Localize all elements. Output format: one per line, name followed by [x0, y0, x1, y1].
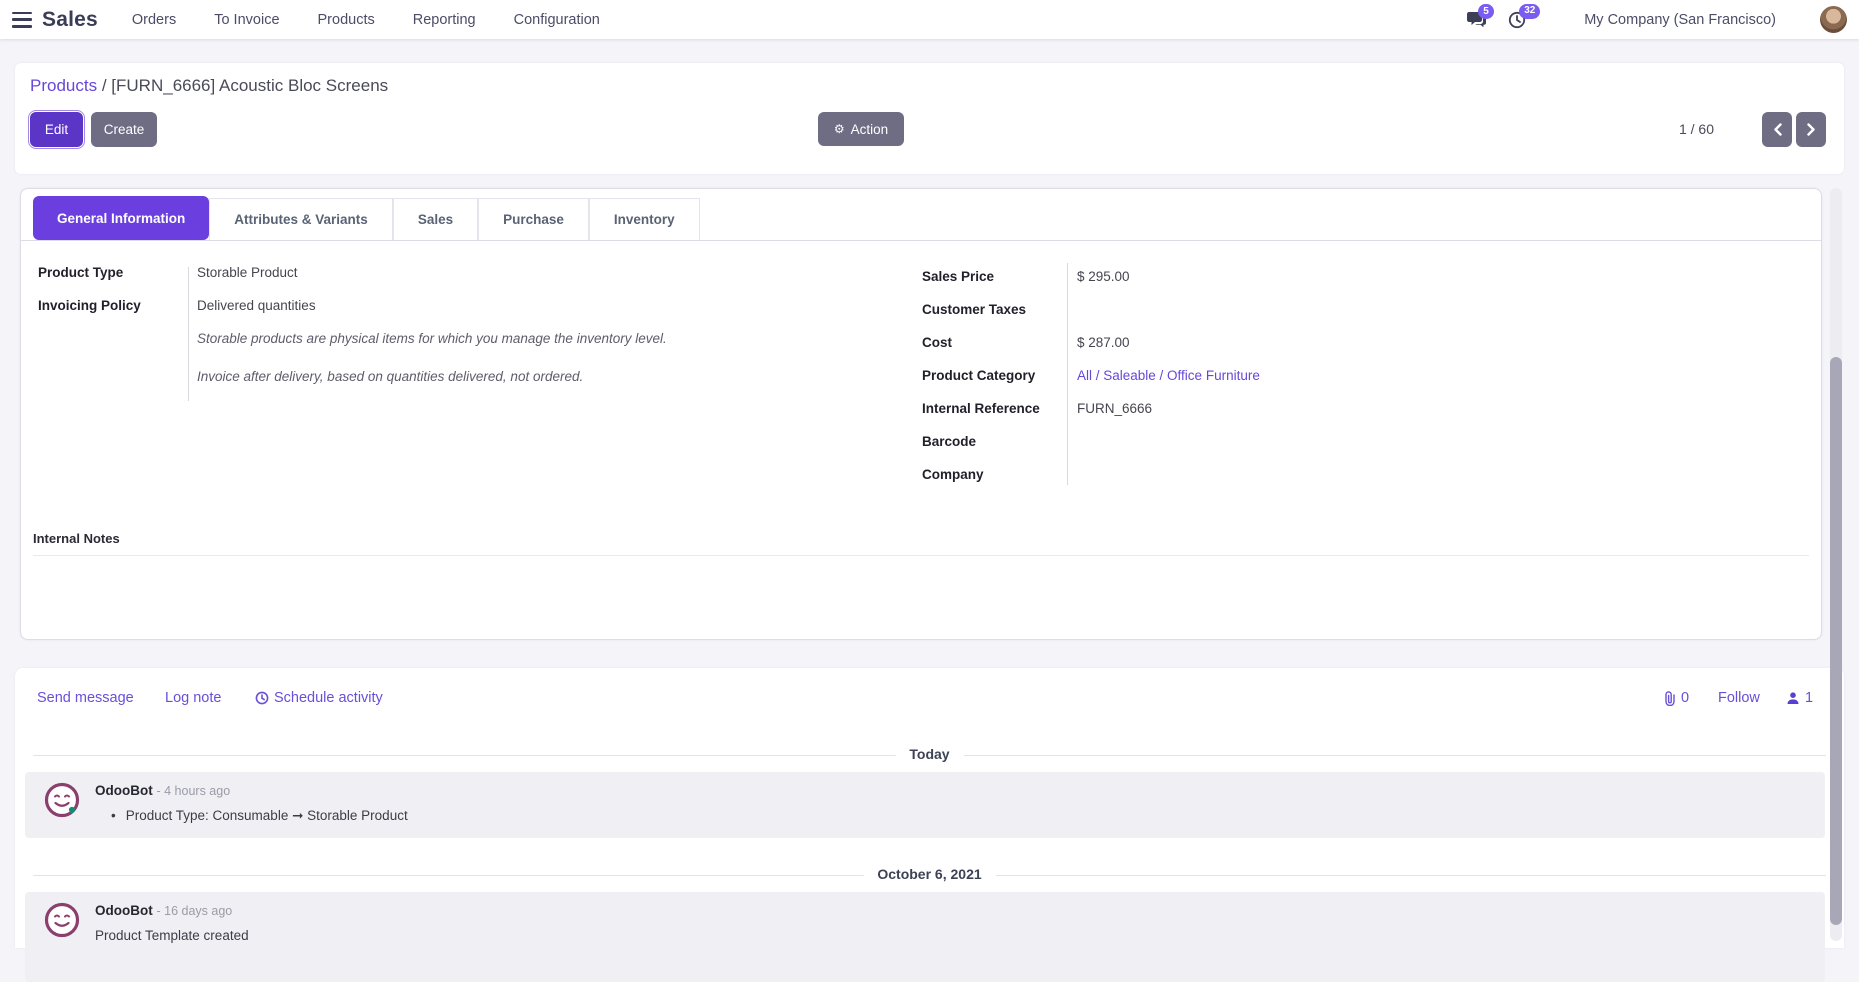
tab-inventory[interactable]: Inventory	[588, 198, 700, 240]
messages-badge: 5	[1478, 4, 1494, 19]
invoicing-policy-help-note: Invoice after delivery, based on quantit…	[197, 369, 584, 384]
action-button[interactable]: ⚙ Action	[818, 112, 904, 146]
menu-configuration[interactable]: Configuration	[513, 11, 600, 28]
tab-attributes-variants[interactable]: Attributes & Variants	[209, 198, 393, 240]
main-menu: Orders To Invoice Products Reporting Con…	[132, 12, 600, 28]
menu-orders[interactable]: Orders	[131, 11, 177, 28]
paperclip-icon	[1665, 690, 1675, 706]
message-row[interactable]: OdooBot - 16 days ago Product Template c…	[25, 892, 1825, 982]
field-value-internal-reference: FURN_6666	[1077, 401, 1153, 416]
field-label-barcode: Barcode	[922, 434, 977, 449]
field-label-internal-reference: Internal Reference	[922, 401, 1040, 416]
vertical-scrollbar-thumb[interactable]	[1830, 357, 1842, 925]
messages-icon[interactable]: 5	[1467, 4, 1494, 28]
odoobot-avatar	[43, 781, 81, 819]
clock-icon	[255, 691, 269, 705]
field-label-invoicing-policy: Invoicing Policy	[38, 298, 141, 313]
company-switcher[interactable]: My Company (San Francisco)	[1584, 11, 1776, 28]
chevron-right-icon	[1806, 123, 1815, 136]
user-avatar[interactable]	[1820, 6, 1847, 33]
message-timestamp: - 16 days ago	[156, 904, 233, 918]
log-note-button[interactable]: Log note	[165, 690, 222, 706]
person-icon	[1787, 692, 1799, 704]
tab-sales[interactable]: Sales	[392, 198, 479, 240]
menu-to-invoice[interactable]: To Invoice	[214, 11, 280, 28]
activities-clock-icon[interactable]: 32	[1508, 3, 1541, 29]
pager-previous-button[interactable]	[1762, 112, 1792, 147]
breadcrumb: Products / [FURN_6666] Acoustic Bloc Scr…	[30, 76, 388, 96]
breadcrumb-products-link[interactable]: Products	[30, 76, 98, 95]
menu-reporting[interactable]: Reporting	[412, 11, 476, 28]
left-column-separator	[188, 267, 189, 401]
tab-general-information[interactable]: General Information	[33, 196, 210, 240]
chatter-panel: Send message Log note Schedule activity …	[15, 668, 1844, 982]
field-label-cost: Cost	[922, 335, 952, 350]
attachments-button[interactable]: 0	[1663, 690, 1689, 706]
control-panel: Products / [FURN_6666] Acoustic Bloc Scr…	[15, 63, 1844, 174]
odoobot-avatar	[43, 901, 81, 939]
message-body: Product Template created	[95, 928, 249, 943]
field-label-company: Company	[922, 467, 984, 482]
product-form-sheet: General Information Attributes & Variant…	[20, 188, 1822, 640]
field-label-product-category: Product Category	[922, 368, 1036, 383]
edit-button[interactable]: Edit	[28, 110, 85, 149]
send-message-button[interactable]: Send message	[37, 690, 134, 706]
message-row[interactable]: OdooBot - 4 hours ago Product Type: Cons…	[25, 772, 1825, 838]
field-label-sales-price: Sales Price	[922, 269, 995, 284]
message-body: Product Type: Consumable ➞ Storable Prod…	[111, 808, 408, 824]
right-column-separator	[1067, 263, 1068, 485]
gear-icon: ⚙	[833, 122, 845, 136]
product-type-help-note: Storable products are physical items for…	[197, 331, 667, 346]
chatter-toolbar: Send message Log note Schedule activity …	[15, 690, 1844, 712]
schedule-activity-button[interactable]: Schedule activity	[255, 690, 383, 706]
chevron-left-icon	[1773, 123, 1782, 136]
notebook-tabs: General Information Attributes & Variant…	[21, 189, 1821, 241]
pager-next-button[interactable]	[1796, 112, 1826, 147]
field-value-product-category-link[interactable]: All / Saleable / Office Furniture	[1077, 368, 1260, 383]
page-title: [FURN_6666] Acoustic Bloc Screens	[111, 76, 389, 95]
field-value-sales-price: $ 295.00	[1077, 269, 1130, 284]
internal-notes-label: Internal Notes	[33, 531, 120, 546]
menu-products[interactable]: Products	[317, 11, 375, 28]
field-label-customer-taxes: Customer Taxes	[922, 302, 1027, 317]
create-button[interactable]: Create	[91, 112, 157, 147]
tab-purchase[interactable]: Purchase	[478, 198, 589, 240]
activities-badge: 32	[1519, 3, 1541, 19]
internal-notes-divider	[33, 555, 1809, 556]
attachments-count: 0	[1681, 690, 1690, 706]
message-author: OdooBot - 4 hours ago	[95, 783, 231, 798]
message-timestamp: - 4 hours ago	[156, 784, 231, 798]
apps-menu-icon[interactable]	[12, 11, 32, 28]
followers-button[interactable]: 1	[1786, 690, 1813, 706]
app-name[interactable]: Sales	[42, 7, 98, 31]
field-value-product-type: Storable Product	[197, 265, 298, 280]
followers-count: 1	[1805, 690, 1814, 706]
message-author: OdooBot - 16 days ago	[95, 903, 233, 918]
pager-counter: 1 / 60	[1678, 121, 1714, 137]
date-divider-today: Today	[33, 746, 1826, 762]
field-label-product-type: Product Type	[38, 265, 124, 280]
field-value-invoicing-policy: Delivered quantities	[197, 298, 316, 313]
field-value-cost: $ 287.00	[1077, 335, 1130, 350]
top-navbar: Sales Orders To Invoice Products Reporti…	[0, 0, 1859, 39]
date-divider-october: October 6, 2021	[33, 866, 1826, 882]
breadcrumb-separator: /	[101, 76, 107, 95]
follow-button[interactable]: Follow	[1718, 690, 1760, 706]
